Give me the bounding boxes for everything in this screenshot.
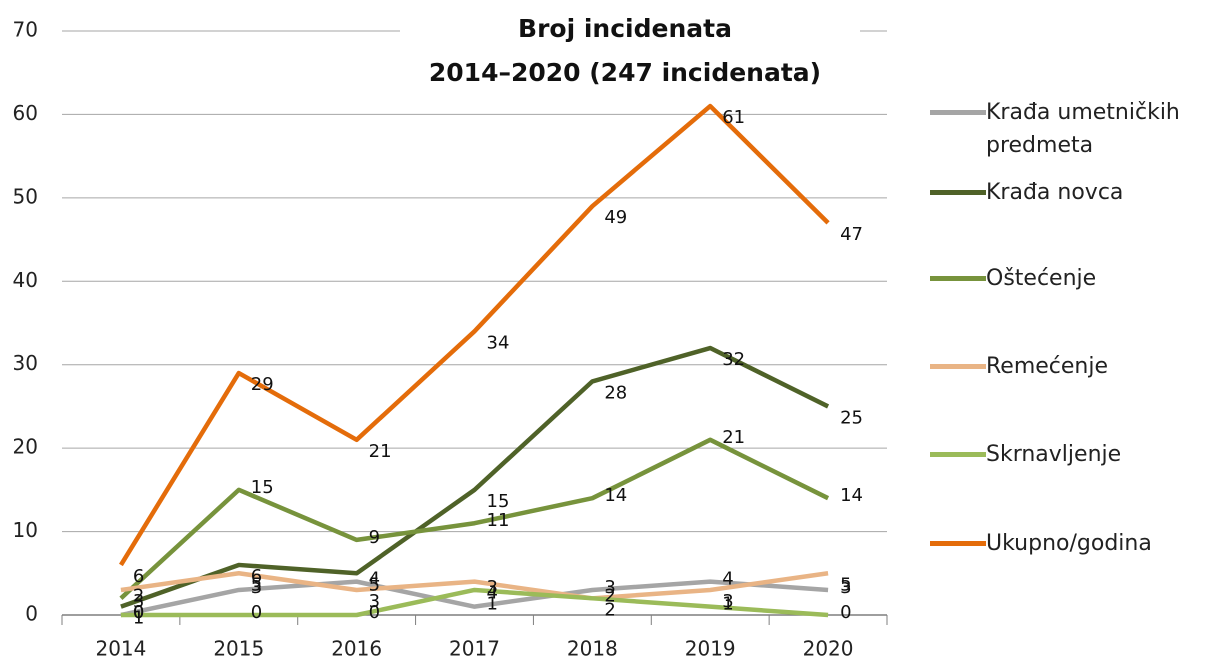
y-tick-label: 70 xyxy=(13,18,38,42)
data-label: 5 xyxy=(251,574,262,595)
data-label: 14 xyxy=(604,485,627,506)
data-label: 0 xyxy=(369,602,380,623)
x-tick-label: 2018 xyxy=(567,637,618,661)
chart-subtitle: 2014–2020 (247 incidenata) xyxy=(429,58,821,87)
x-tick-label: 2014 xyxy=(95,637,146,661)
data-label: 15 xyxy=(487,491,510,512)
data-label: 3 xyxy=(840,577,851,598)
y-tick-label: 0 xyxy=(25,602,38,626)
data-label: 21 xyxy=(722,427,745,448)
legend-swatch xyxy=(930,110,986,115)
legend-label: Krađa novca xyxy=(986,180,1124,205)
data-label: 4 xyxy=(722,569,733,590)
data-label: 28 xyxy=(604,382,627,403)
data-label: 4 xyxy=(487,583,498,604)
data-label: 2 xyxy=(133,585,144,606)
data-label: 11 xyxy=(487,510,510,531)
line-series xyxy=(120,587,829,618)
legend-item: Krađa novca xyxy=(930,176,1186,209)
data-label: 5 xyxy=(369,574,380,595)
legend-swatch xyxy=(930,190,986,195)
data-label: 0 xyxy=(251,602,262,623)
data-label: 49 xyxy=(604,207,627,228)
data-label: 3 xyxy=(604,577,615,598)
x-tick-label: 2017 xyxy=(449,637,500,661)
data-label: 61 xyxy=(722,107,745,128)
data-label: 3 xyxy=(251,577,262,598)
data-label: 6 xyxy=(251,566,262,587)
legend-label: Krađa umetničkih predmeta xyxy=(986,100,1180,158)
y-tick-label: 20 xyxy=(13,435,38,459)
x-tick-label: 2019 xyxy=(685,637,736,661)
legend-swatch xyxy=(930,452,986,457)
legend-item: Oštećenje xyxy=(930,262,1186,295)
line-series xyxy=(119,103,830,567)
data-label: 15 xyxy=(251,477,274,498)
x-tick-label: 2020 xyxy=(803,637,854,661)
data-label: 5 xyxy=(840,574,851,595)
legend-item: Remećenje xyxy=(930,350,1186,383)
x-tick-label: 2016 xyxy=(331,637,382,661)
data-label: 4 xyxy=(369,569,380,590)
data-label: 2 xyxy=(604,585,615,606)
legend-label: Oštećenje xyxy=(986,266,1097,291)
y-tick-label: 10 xyxy=(13,518,38,542)
data-label: 1 xyxy=(487,594,498,615)
legend-label: Ukupno/godina xyxy=(986,531,1152,556)
data-label: 29 xyxy=(251,374,274,395)
legend-item: Krađa umetničkih predmeta xyxy=(930,96,1186,162)
data-label: 34 xyxy=(487,332,510,353)
y-tick-label: 30 xyxy=(13,351,38,375)
y-tick-label: 40 xyxy=(13,268,38,292)
legend-swatch xyxy=(930,364,986,369)
data-label: 1 xyxy=(133,608,144,629)
data-label: 47 xyxy=(840,224,863,245)
x-tick-label: 2015 xyxy=(213,637,264,661)
title-background xyxy=(400,8,860,96)
data-label: 14 xyxy=(840,485,863,506)
legend-label: Skrnavljenje xyxy=(986,442,1122,467)
line-series xyxy=(120,579,829,618)
data-label: 25 xyxy=(840,407,863,428)
data-label: 32 xyxy=(722,349,745,370)
data-label: 3 xyxy=(722,591,733,612)
y-tick-label: 60 xyxy=(13,101,38,125)
data-label: 2 xyxy=(604,599,615,620)
data-label: 6 xyxy=(133,566,144,587)
line-series xyxy=(119,437,830,600)
legend-swatch xyxy=(930,276,986,281)
data-label: 0 xyxy=(840,602,851,623)
legend-swatch xyxy=(930,541,986,546)
data-label: 21 xyxy=(369,441,392,462)
data-label: 3 xyxy=(487,577,498,598)
data-label: 0 xyxy=(133,602,144,623)
line-series xyxy=(120,345,830,609)
data-label: 9 xyxy=(369,527,380,548)
chart-title: Broj incidenata xyxy=(518,14,732,43)
legend-item: Ukupno/godina xyxy=(930,527,1186,560)
data-label: 0 xyxy=(133,602,144,623)
line-series xyxy=(120,571,829,601)
legend-item: Skrnavljenje xyxy=(930,438,1186,471)
data-label: 1 xyxy=(722,594,733,615)
legend-label: Remećenje xyxy=(986,354,1109,379)
data-label: 3 xyxy=(369,591,380,612)
data-label: 3 xyxy=(133,591,144,612)
y-tick-label: 50 xyxy=(13,184,38,208)
